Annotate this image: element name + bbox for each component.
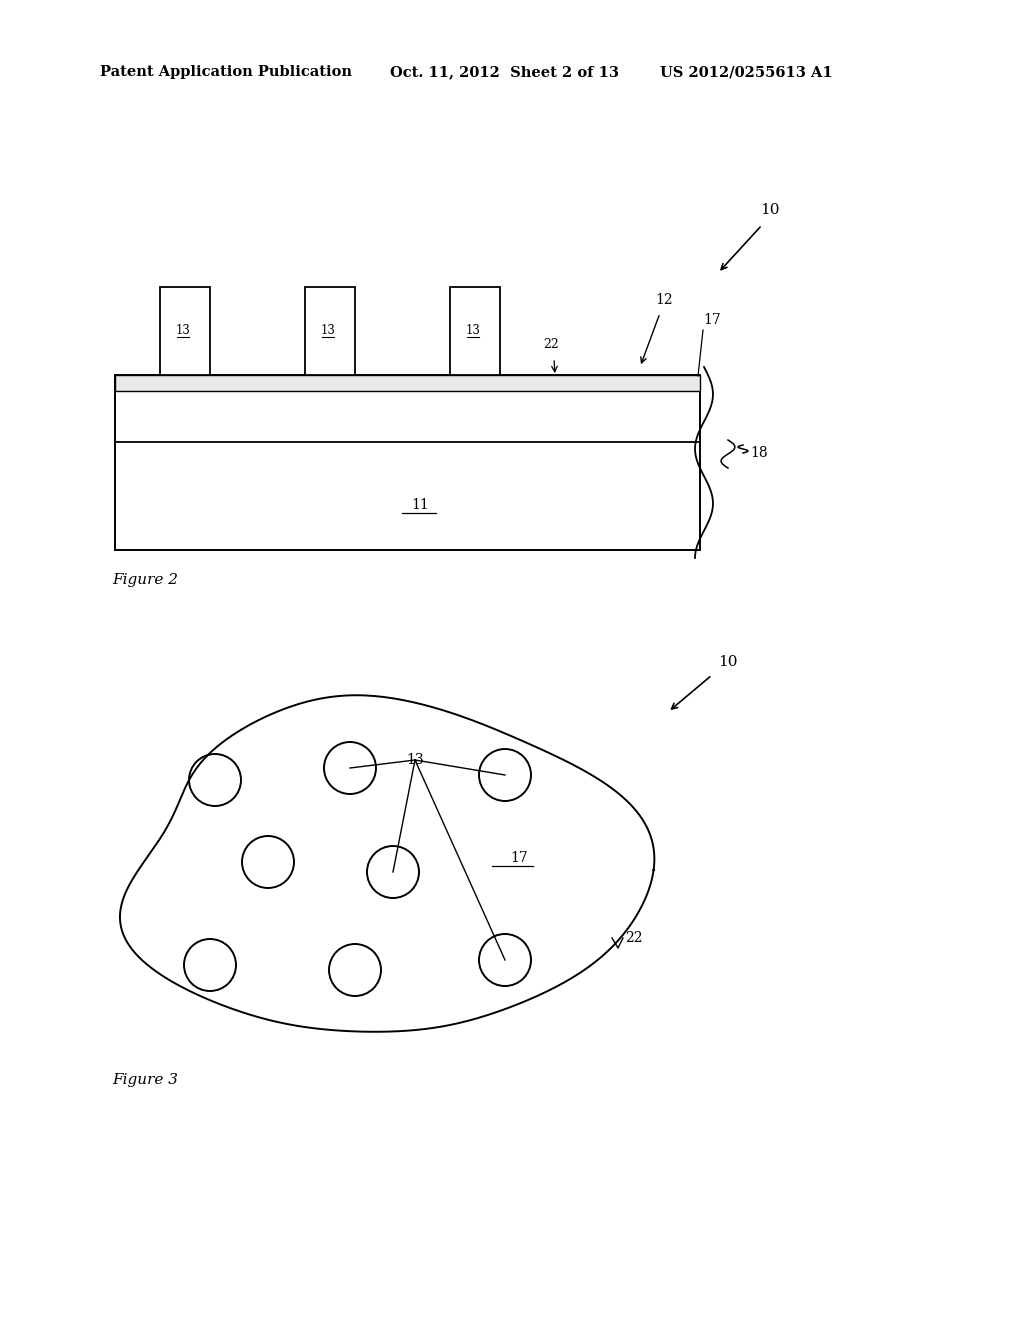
Bar — [305, 286, 355, 375]
Text: Oct. 11, 2012  Sheet 2 of 13: Oct. 11, 2012 Sheet 2 of 13 — [390, 65, 618, 79]
Text: 13: 13 — [466, 325, 480, 338]
Text: Figure 2: Figure 2 — [112, 573, 178, 587]
Bar — [115, 375, 700, 550]
Text: Figure 3: Figure 3 — [112, 1073, 178, 1086]
Text: Patent Application Publication: Patent Application Publication — [100, 65, 352, 79]
Text: 22: 22 — [543, 338, 559, 351]
Text: US 2012/0255613 A1: US 2012/0255613 A1 — [660, 65, 833, 79]
Text: 17: 17 — [510, 851, 527, 865]
Text: 18: 18 — [750, 446, 768, 459]
Text: 13: 13 — [321, 325, 336, 338]
Text: 10: 10 — [760, 203, 779, 216]
Text: 13: 13 — [407, 752, 424, 767]
Text: 17: 17 — [703, 313, 721, 327]
Text: 13: 13 — [175, 325, 190, 338]
Text: 10: 10 — [718, 655, 737, 669]
Bar — [160, 286, 210, 375]
Bar — [450, 286, 500, 375]
Text: 11: 11 — [411, 498, 429, 512]
Text: 22: 22 — [625, 931, 642, 945]
Text: 12: 12 — [655, 293, 673, 308]
Bar — [115, 375, 700, 391]
